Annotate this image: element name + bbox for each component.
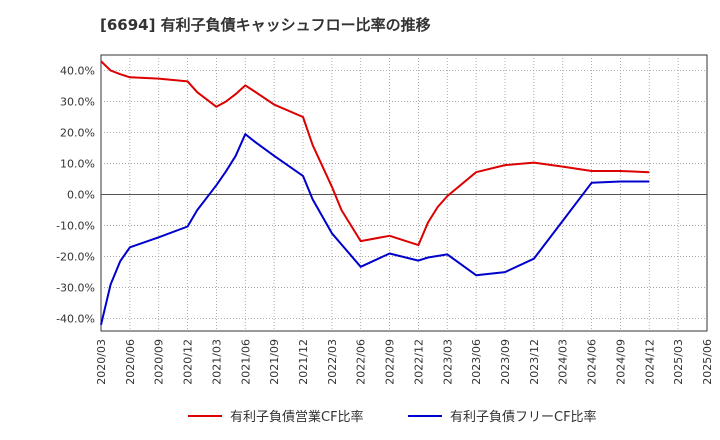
x-tick-label: 2022/06 (355, 339, 368, 385)
x-tick-label: 2020/03 (95, 339, 108, 385)
x-tick-label: 2024/03 (557, 339, 570, 385)
x-tick-label: 2021/09 (268, 339, 281, 385)
x-tick-label: 2025/03 (672, 339, 685, 385)
x-tick-label: 2025/06 (701, 339, 714, 385)
y-tick-labels: 40.0% 30.0% 20.0% 10.0% 0.0% -10.0% -20.0% -30.… (56, 65, 95, 326)
series-line-2 (100, 133, 650, 326)
legend-label-1: 有利子負債営業CF比率 (230, 409, 364, 425)
y-tick-label: 30.0% (60, 96, 95, 109)
x-tick-label: 2024/09 (614, 339, 627, 385)
x-tick-label: 2022/12 (412, 339, 425, 385)
grid-lines (101, 55, 707, 331)
y-tick-label: 20.0% (60, 127, 95, 140)
legend-label-2: 有利子負債フリーCF比率 (450, 409, 597, 425)
x-tick-labels: 2020/03 2020/06 2020/09 2020/12 2021/03 2021/… (95, 339, 714, 385)
y-tick-label: 10.0% (60, 158, 95, 171)
y-tick-label: -30.0% (56, 282, 95, 295)
series-line-1 (100, 60, 650, 247)
x-tick-label: 2023/09 (499, 339, 512, 385)
y-tick-label: -20.0% (56, 251, 95, 264)
x-tick-label: 2023/06 (470, 339, 483, 385)
x-tick-label: 2022/03 (326, 339, 339, 385)
x-tick-label: 2023/12 (528, 339, 541, 385)
x-tick-label: 2024/06 (586, 339, 599, 385)
x-tick-label: 2020/06 (124, 339, 137, 385)
x-tick-label: 2021/06 (239, 339, 252, 385)
y-tick-label: -40.0% (56, 313, 95, 326)
x-tick-label: 2020/09 (153, 339, 166, 385)
x-tick-label: 2023/03 (441, 339, 454, 385)
x-tick-label: 2021/12 (297, 339, 310, 385)
chart-title: [6694] 有利子負債キャッシュフロー比率の推移 (100, 16, 431, 34)
x-tick-label: 2020/12 (182, 339, 195, 385)
plot-area (100, 54, 708, 332)
y-tick-label: 0.0% (67, 189, 95, 202)
x-tick-label: 2022/09 (384, 339, 397, 385)
y-tick-label: -10.0% (56, 220, 95, 233)
x-tick-label: 2024/12 (643, 339, 656, 385)
series-lines (100, 60, 650, 326)
y-tick-label: 40.0% (60, 65, 95, 78)
x-tick-label: 2021/03 (210, 339, 223, 385)
legend: 有利子負債営業CF比率 有利子負債フリーCF比率 (188, 409, 597, 425)
